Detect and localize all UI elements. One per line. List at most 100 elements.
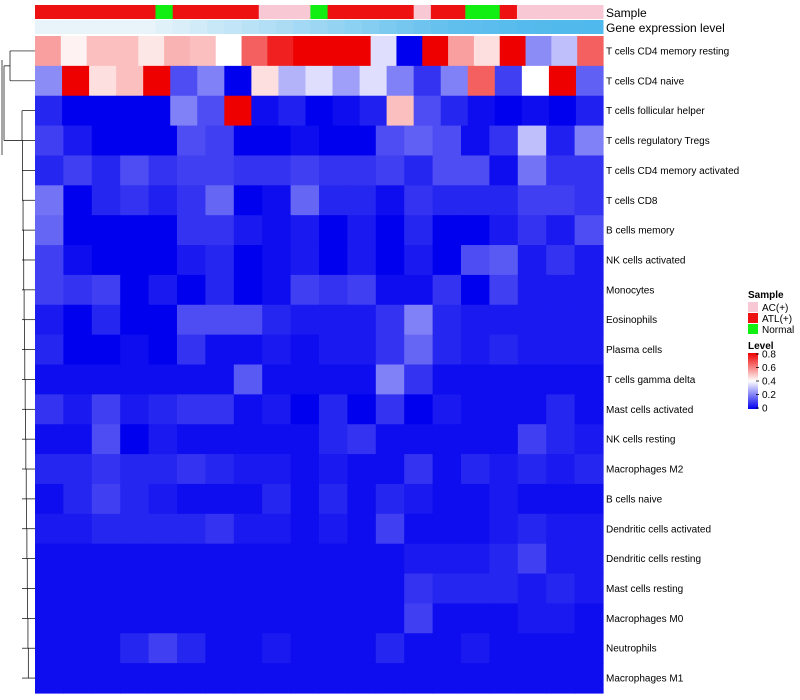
heatmap-cell — [396, 36, 423, 67]
level-track-cell — [465, 20, 484, 34]
heatmap-cell — [574, 185, 604, 216]
heatmap-cell — [177, 603, 206, 634]
legend-sample-swatch — [748, 302, 758, 312]
heatmap-cell — [461, 483, 490, 515]
heatmap-cell — [262, 274, 292, 306]
heatmap-cell — [319, 125, 348, 157]
heatmap-cell — [205, 334, 235, 366]
heatmap-cell — [120, 245, 150, 276]
heatmap-cell — [432, 304, 462, 336]
level-track-cell — [275, 20, 294, 34]
heatmap-cell — [404, 245, 434, 276]
heatmap-cell — [293, 36, 320, 67]
heatmap-cell — [262, 513, 292, 545]
heatmap-cell — [35, 95, 63, 127]
heatmap-cell — [35, 334, 64, 366]
heatmap-cell — [461, 185, 490, 216]
heatmap-cell — [404, 274, 434, 306]
row-dendrogram — [1, 50, 35, 679]
sample-track-cell — [413, 5, 432, 19]
heatmap-cell — [112, 36, 139, 67]
heatmap-cell — [233, 394, 263, 425]
row-label: Plasma cells — [606, 345, 662, 356]
heatmap-cell — [35, 543, 64, 575]
heatmap-cell — [546, 185, 576, 216]
level-track-cell — [413, 20, 432, 34]
sample-track-cell — [482, 5, 501, 19]
heatmap-cell — [290, 633, 320, 664]
heatmap-cell — [91, 633, 121, 664]
heatmap-cell — [233, 424, 263, 455]
heatmap-cell — [347, 483, 377, 515]
level-track-cell — [155, 20, 174, 34]
heatmap-cell — [177, 334, 206, 366]
heatmap-cell — [262, 603, 292, 634]
heatmap-cell — [262, 454, 292, 485]
heatmap-cell — [461, 573, 490, 605]
heatmap-cell — [148, 513, 178, 545]
heatmap-cell — [375, 185, 405, 216]
heatmap-cell — [319, 36, 346, 67]
heatmap-cell — [347, 125, 377, 157]
heatmap-cell — [170, 65, 198, 97]
heatmap-cell — [347, 274, 377, 306]
heatmap-cell — [278, 65, 307, 97]
heatmap-cell — [432, 394, 462, 425]
heatmap-cell — [375, 483, 405, 515]
sample-track-cell — [155, 5, 174, 19]
heatmap-cell — [494, 95, 523, 127]
heatmap-cell — [574, 513, 604, 545]
row-label: Monocytes — [606, 285, 654, 296]
heatmap-cell — [574, 633, 604, 664]
heatmap-cell — [120, 155, 150, 186]
heatmap-cell — [319, 543, 348, 575]
legend-level-tick-label: 0.8 — [762, 350, 776, 361]
heatmap-cell — [138, 36, 165, 67]
row-label: T cells follicular helper — [606, 106, 705, 117]
heatmap-cell — [233, 633, 263, 664]
heatmap-cell — [489, 245, 519, 276]
level-track-cell — [52, 20, 70, 34]
heatmap-cell — [525, 36, 552, 67]
heatmap-cell — [574, 125, 604, 157]
heatmap-cell — [91, 185, 121, 216]
sample-track-cell — [258, 5, 277, 19]
heatmap-cell — [404, 543, 434, 575]
level-track-cell — [396, 20, 415, 34]
heatmap-cell — [63, 155, 93, 186]
heatmap-cell — [375, 454, 405, 485]
heatmap-cell — [91, 364, 121, 395]
heatmap-cell — [35, 394, 64, 425]
heatmap-cell — [461, 245, 490, 276]
heatmap-cell — [205, 513, 235, 545]
heatmap-cell — [143, 95, 171, 127]
heatmap-cell — [120, 394, 150, 425]
heatmap-cell — [177, 633, 206, 664]
heatmap-cell — [546, 304, 576, 336]
heatmap-cell — [262, 543, 292, 575]
heatmap-cell — [177, 125, 206, 157]
heatmap-cell — [233, 125, 263, 157]
level-track-cell — [327, 20, 346, 34]
heatmap-cell — [375, 215, 405, 246]
heatmap-cell — [91, 394, 121, 425]
heatmap-cell — [319, 424, 348, 455]
heatmap-cell — [233, 185, 263, 216]
heatmap-cell — [467, 95, 496, 127]
heatmap-cell — [148, 304, 178, 336]
heatmap-cell — [489, 454, 519, 485]
heatmap-cell — [262, 125, 292, 157]
heatmap-cell — [148, 334, 178, 366]
heatmap-cell — [344, 36, 372, 67]
heatmap-cell — [233, 513, 263, 545]
heatmap-cell — [148, 125, 178, 157]
row-label: Dendritic cells activated — [606, 524, 711, 535]
heatmap-cell — [319, 185, 348, 216]
heatmap-cell — [148, 633, 178, 664]
heatmap-cell — [233, 603, 263, 634]
heatmap-cell — [319, 394, 348, 425]
sample-track-cell — [69, 5, 88, 19]
heatmap-cell — [177, 663, 206, 694]
heatmap-cell — [461, 633, 490, 664]
